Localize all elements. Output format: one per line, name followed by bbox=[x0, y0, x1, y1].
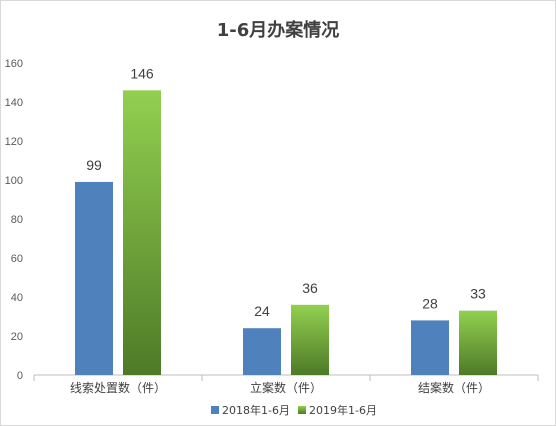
x-category-label-0: 线索处置数（件） bbox=[70, 380, 166, 395]
data-label-series2-cat1: 36 bbox=[302, 280, 318, 296]
bar-series1-cat1 bbox=[243, 328, 281, 375]
y-tick-label-2: 40 bbox=[11, 292, 23, 304]
bar-series2-cat2 bbox=[459, 310, 497, 375]
bar-layer: 99 146 24 36 28 33 bbox=[75, 65, 497, 376]
bar-series1-cat0 bbox=[75, 181, 113, 375]
data-label-series1-cat2: 28 bbox=[422, 295, 438, 311]
y-tick-label-0: 0 bbox=[17, 370, 23, 382]
legend-label-1: 2018年1-6月 bbox=[222, 403, 290, 417]
y-tick-label-4: 80 bbox=[11, 214, 23, 226]
legend-swatch-1 bbox=[211, 406, 219, 414]
y-tick-label-8: 160 bbox=[5, 58, 23, 70]
legend-swatch-2 bbox=[298, 406, 306, 414]
chart-title: 1-6月办案情况 bbox=[217, 19, 340, 41]
bar-series2-cat0 bbox=[123, 90, 161, 376]
data-label-series1-cat0: 99 bbox=[86, 157, 102, 173]
legend: 2018年1-6月 2019年1-6月 bbox=[211, 403, 377, 417]
legend-label-2: 2019年1-6月 bbox=[309, 403, 377, 417]
x-category-label-1: 立案数（件） bbox=[250, 380, 322, 395]
bar-series1-cat2 bbox=[411, 320, 449, 375]
data-label-series2-cat0: 146 bbox=[130, 65, 154, 81]
y-tick-label-1: 20 bbox=[11, 331, 23, 343]
bar-series2-cat1 bbox=[291, 304, 329, 375]
axis-layer: 0 20 40 60 80 100 120 140 160 线索处置数（件） 立案数（件） 结案数（件… bbox=[5, 58, 539, 395]
y-tick-label-3: 60 bbox=[11, 253, 23, 265]
y-tick-label-5: 100 bbox=[5, 175, 23, 187]
data-label-series1-cat1: 24 bbox=[254, 303, 270, 319]
y-tick-label-6: 120 bbox=[5, 136, 23, 148]
y-tick-label-7: 140 bbox=[5, 97, 23, 109]
data-label-series2-cat2: 33 bbox=[470, 286, 486, 302]
x-category-label-2: 结案数（件） bbox=[418, 380, 490, 395]
